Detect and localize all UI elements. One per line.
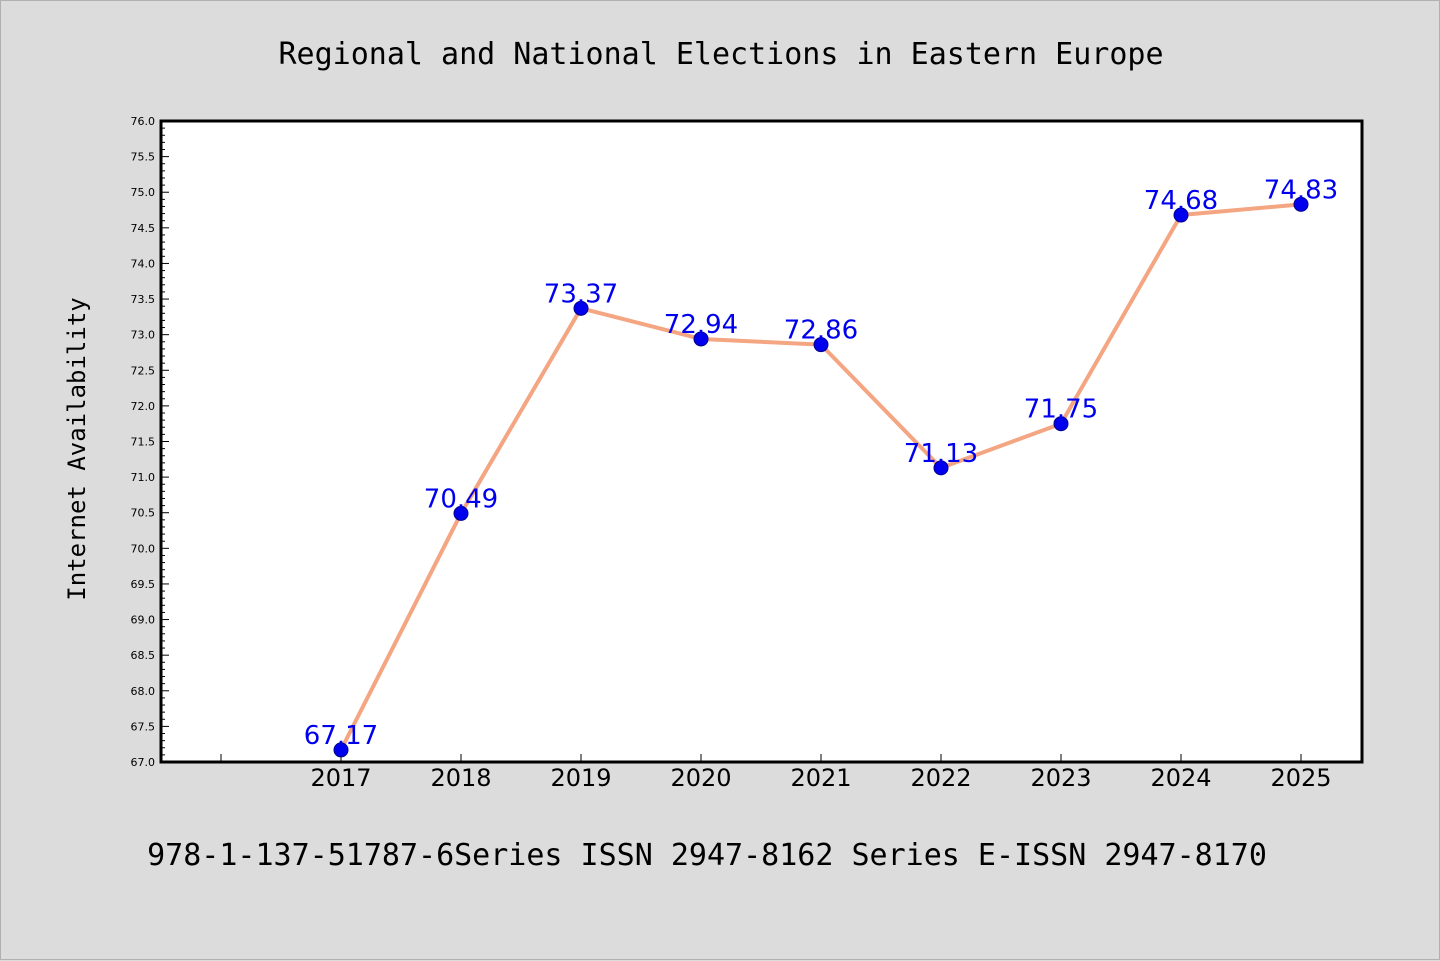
y-tick-label: 72.5: [131, 364, 156, 377]
y-tick-label: 71.0: [131, 471, 156, 484]
y-tick-label: 73.5: [131, 293, 156, 306]
plot-area: [161, 121, 1362, 762]
x-tick-label: 2020: [670, 764, 731, 792]
x-tick-label: 2017: [310, 764, 371, 792]
y-tick-label: 72.0: [131, 400, 156, 413]
x-tick-label: 2018: [430, 764, 491, 792]
y-tick-label: 73.0: [131, 329, 156, 342]
y-tick-label: 68.5: [131, 649, 156, 662]
y-tick-label: 69.0: [131, 614, 156, 627]
y-tick-label: 74.0: [131, 257, 156, 270]
data-label: 67.17: [304, 721, 378, 751]
y-tick-label: 70.5: [131, 507, 156, 520]
data-point: [933, 460, 949, 476]
y-tick-label: 68.0: [131, 685, 156, 698]
x-axis: 2017 2018 2019 2020 2021 2022 2023 2024 2025: [220, 754, 1332, 792]
x-tick-label: 2019: [550, 764, 611, 792]
y-tick-label: 67.5: [131, 720, 156, 733]
y-tick-label: 71.5: [131, 436, 156, 449]
x-tick-label: 2025: [1270, 764, 1331, 792]
data-label: 73.37: [544, 279, 618, 309]
y-axis-label: Internet Availability: [63, 297, 91, 600]
x-tick-label: 2021: [790, 764, 851, 792]
data-label: 70.49: [424, 484, 498, 514]
y-tick-label: 70.0: [131, 542, 156, 555]
data-point: [333, 742, 349, 758]
y-tick-label: 75.5: [131, 151, 156, 164]
plot-frame: [159, 119, 1364, 764]
data-point: [693, 331, 709, 347]
series-layer: 67.17 70.49 73.37 72.94 72.86 71.13 71.75 74.68…: [304, 175, 1338, 758]
data-point: [813, 337, 829, 353]
y-tick-label: 74.5: [131, 222, 156, 235]
x-tick-label: 2022: [910, 764, 971, 792]
data-label: 74.68: [1144, 186, 1218, 216]
data-label: 71.13: [904, 439, 978, 469]
data-label: 72.94: [664, 310, 738, 340]
y-tick-label: 75.0: [131, 186, 156, 199]
data-point: [573, 300, 589, 316]
data-point: [1053, 416, 1069, 432]
x-tick-label: 2024: [1150, 764, 1211, 792]
data-label: 72.86: [784, 316, 858, 346]
chart-title: Regional and National Elections in Easte…: [278, 37, 1163, 72]
y-tick-label: 67.0: [131, 756, 156, 769]
x-tick-label: 2023: [1030, 764, 1091, 792]
y-tick-label: 76.0: [131, 115, 156, 128]
footer-isbn-text: 978-1-137-51787-6Series ISSN 2947-8162 S…: [147, 838, 1267, 873]
data-point: [453, 505, 469, 521]
data-label: 71.75: [1024, 395, 1098, 425]
y-tick-label: 69.5: [131, 578, 156, 591]
data-label: 74.83: [1264, 175, 1338, 205]
data-point: [1173, 207, 1189, 223]
data-point: [1293, 196, 1309, 212]
